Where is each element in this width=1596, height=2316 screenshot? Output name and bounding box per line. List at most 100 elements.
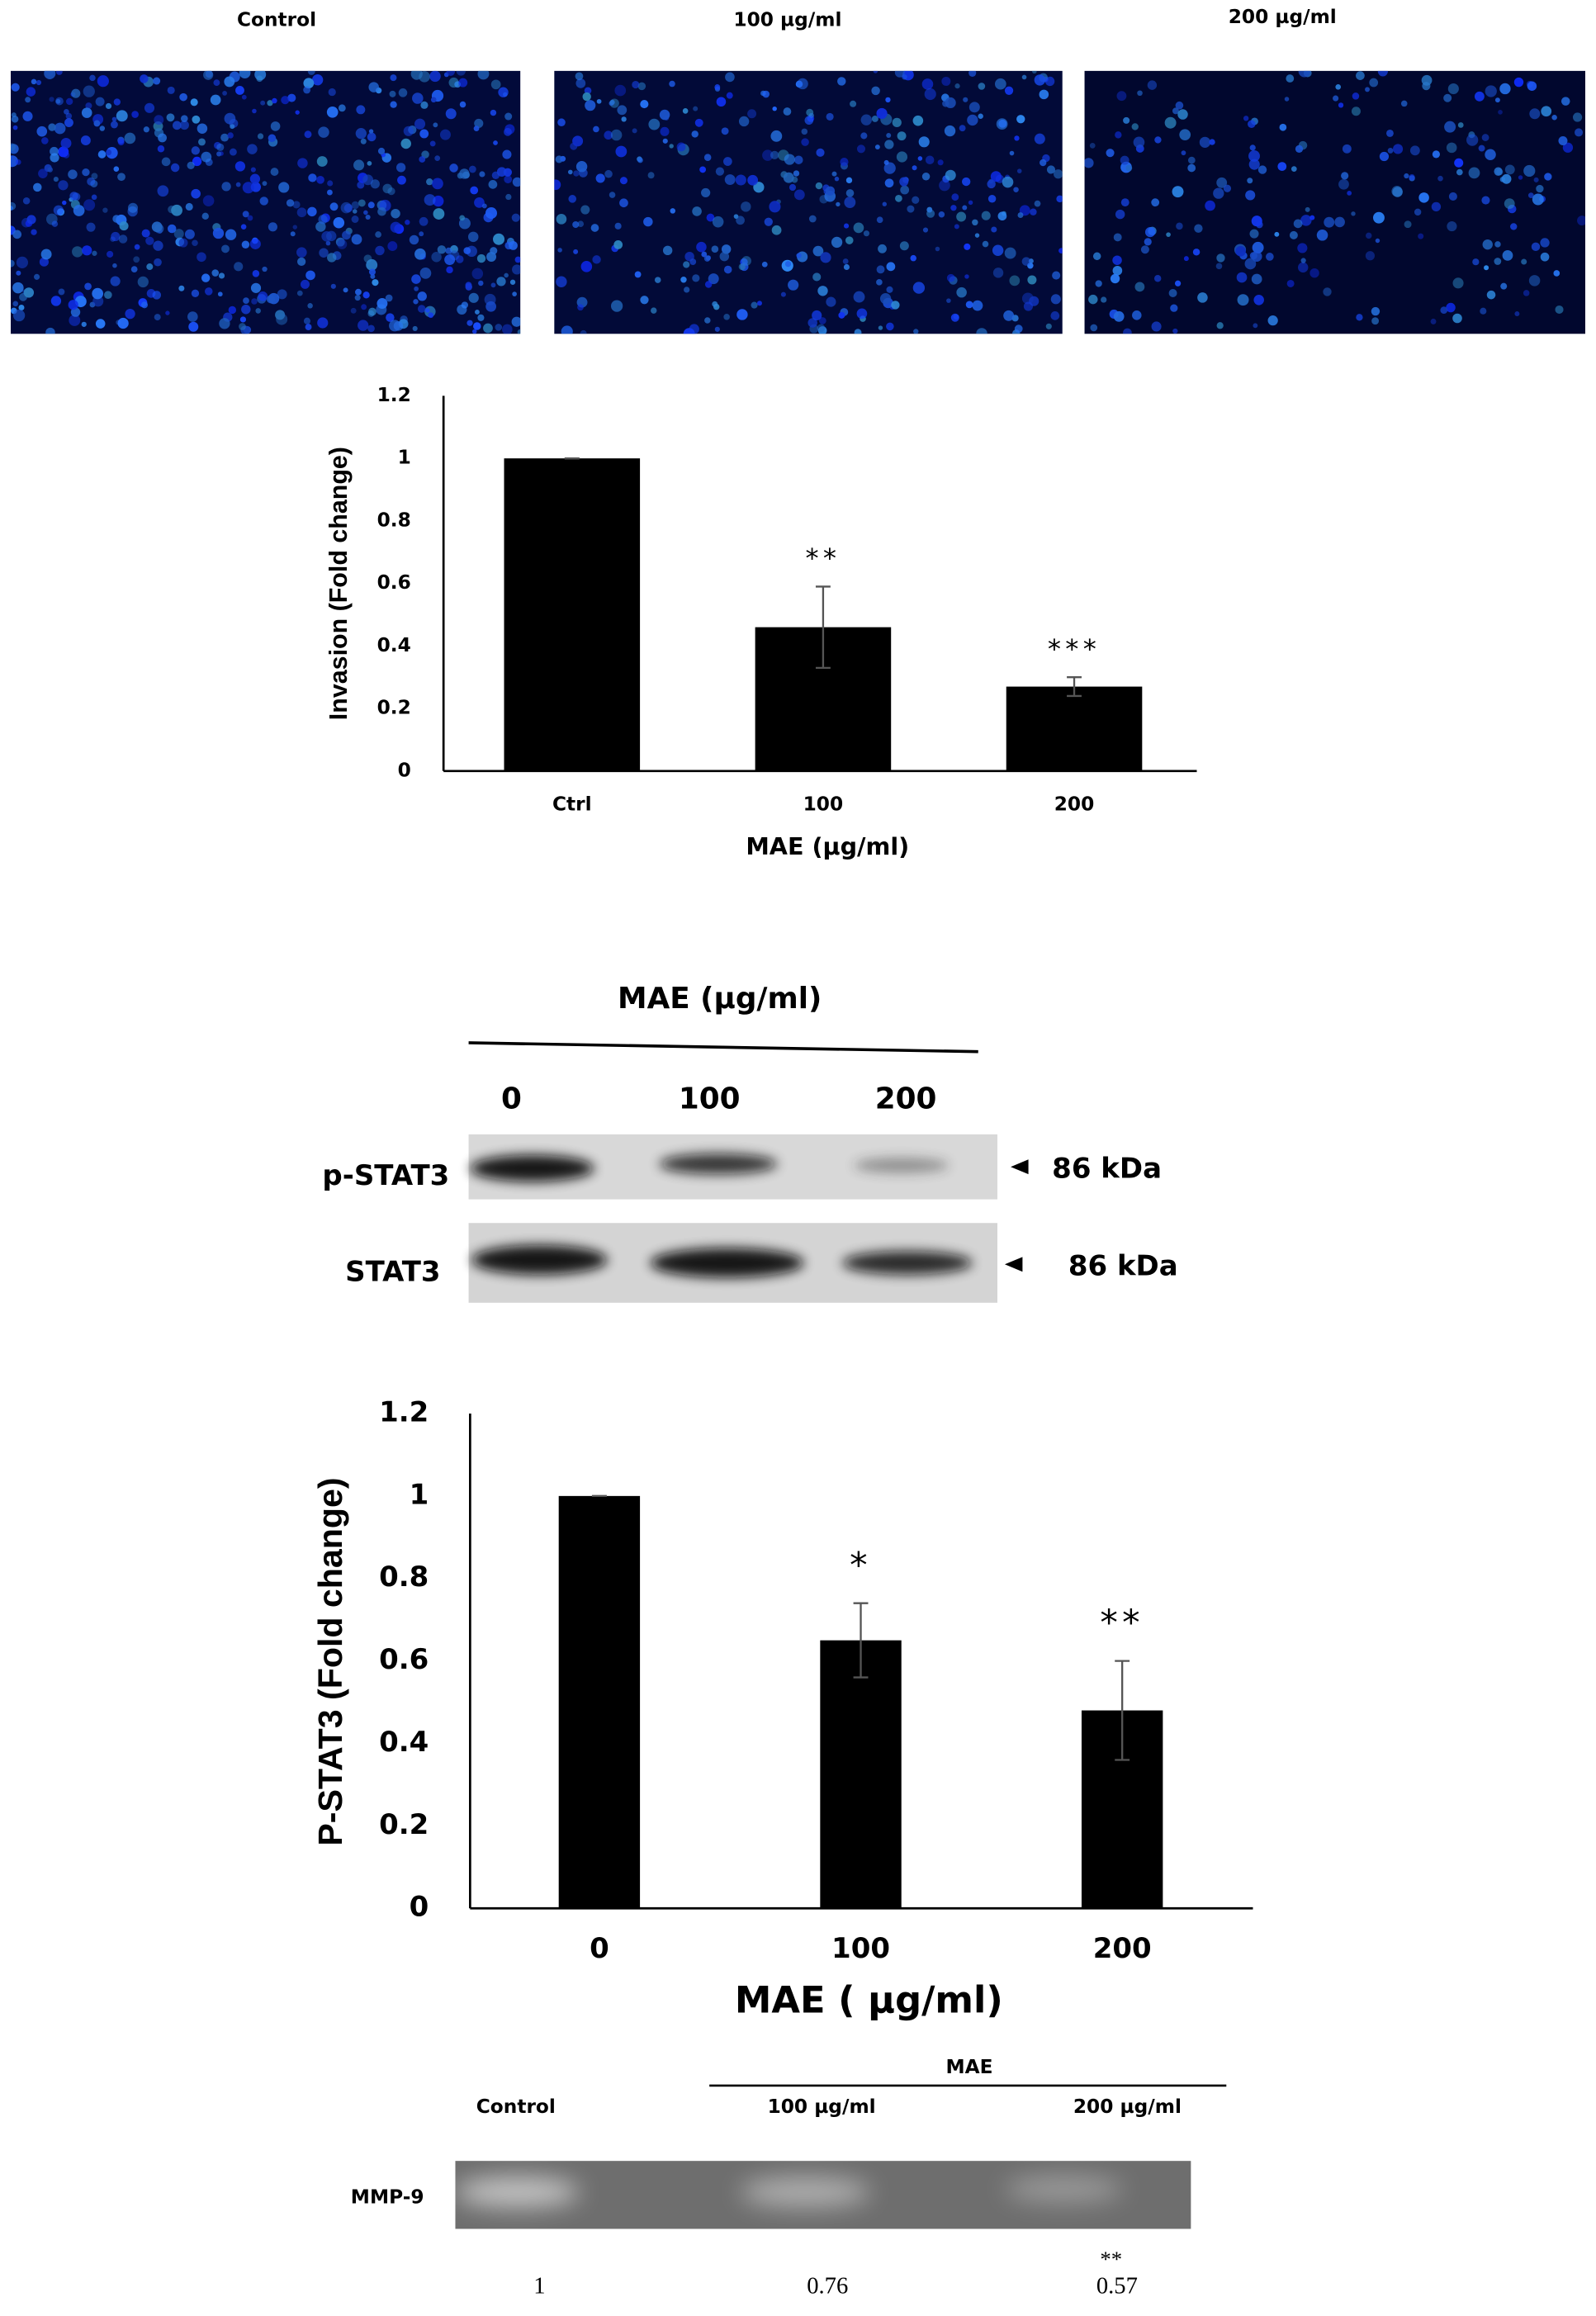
cell (714, 326, 720, 332)
cell (287, 93, 296, 102)
cell (154, 314, 161, 321)
cell (885, 97, 891, 103)
cell (725, 72, 735, 83)
cell (560, 155, 566, 162)
cell (692, 206, 702, 216)
significance: ** (805, 542, 841, 574)
cell (1440, 306, 1448, 315)
cell (883, 162, 896, 174)
cell (39, 257, 49, 267)
cell (1110, 273, 1120, 284)
cell (249, 238, 261, 249)
cell (1377, 70, 1388, 77)
cell (703, 255, 711, 262)
cell (409, 234, 419, 245)
cell (1274, 231, 1280, 237)
cell (105, 102, 112, 110)
cell (992, 268, 1004, 278)
cell (319, 248, 329, 258)
cell (25, 97, 31, 103)
cell (796, 253, 802, 258)
cell (1213, 187, 1224, 199)
cell (31, 78, 37, 85)
cell (1523, 290, 1530, 296)
cell (837, 77, 846, 86)
cell (398, 88, 408, 97)
cell (81, 321, 87, 327)
cell (643, 216, 653, 227)
cell (965, 301, 973, 309)
cell (1305, 206, 1310, 212)
cell (250, 282, 262, 293)
cell (873, 70, 879, 73)
cell (1014, 324, 1023, 334)
cell (1437, 175, 1443, 182)
cell (925, 155, 935, 165)
cell (1216, 253, 1225, 263)
cell (1533, 177, 1539, 182)
y-tick-label: 0.4 (377, 634, 411, 656)
cell (772, 106, 777, 111)
cell (1481, 196, 1490, 205)
cell (1393, 144, 1404, 154)
cell (918, 136, 930, 148)
cell (368, 82, 379, 92)
cell (836, 201, 841, 207)
cell (567, 169, 573, 175)
cell (338, 104, 346, 112)
cell (197, 123, 208, 134)
cell (201, 151, 212, 163)
cell (1197, 292, 1208, 303)
cell (1034, 74, 1046, 86)
cell (691, 130, 699, 138)
cell (490, 109, 497, 116)
cell (708, 273, 719, 285)
size-label: 86 kDa (1052, 1152, 1162, 1185)
cell (831, 171, 837, 177)
cell (41, 137, 49, 144)
cell (188, 321, 199, 332)
cell (1553, 270, 1560, 277)
cell (619, 177, 628, 185)
cell (1298, 70, 1310, 78)
cell (1013, 187, 1019, 192)
cell (391, 208, 400, 219)
cell (81, 107, 92, 118)
cell (192, 156, 202, 167)
cell (125, 308, 135, 320)
cell (1297, 243, 1308, 253)
cell (1447, 83, 1459, 95)
cell (368, 129, 374, 134)
cell (895, 194, 902, 202)
blot-line (468, 1041, 978, 1054)
cell (456, 255, 464, 263)
lane-label: 100 µg/ml (768, 2096, 876, 2118)
cell (1009, 150, 1015, 156)
cell (907, 205, 915, 213)
cell (365, 214, 371, 220)
cell (761, 261, 768, 268)
cell (84, 282, 92, 291)
cell (910, 254, 916, 262)
cell (191, 188, 201, 199)
cell (258, 291, 268, 301)
cell (692, 274, 700, 282)
cell (173, 229, 184, 239)
cell (213, 79, 220, 87)
cell (784, 154, 795, 165)
cell (218, 272, 225, 279)
cell (305, 270, 315, 281)
cell (262, 181, 268, 187)
cell (12, 301, 19, 307)
cell (615, 145, 628, 158)
cell (964, 243, 971, 250)
cell (116, 110, 128, 122)
cell (82, 245, 92, 256)
cell (144, 102, 155, 113)
cell (216, 143, 225, 151)
cell (1002, 176, 1014, 188)
error-bar (1115, 1660, 1130, 1761)
cell (1536, 184, 1544, 193)
cell (704, 281, 713, 288)
row-label: p-STAT3 (322, 1159, 449, 1192)
